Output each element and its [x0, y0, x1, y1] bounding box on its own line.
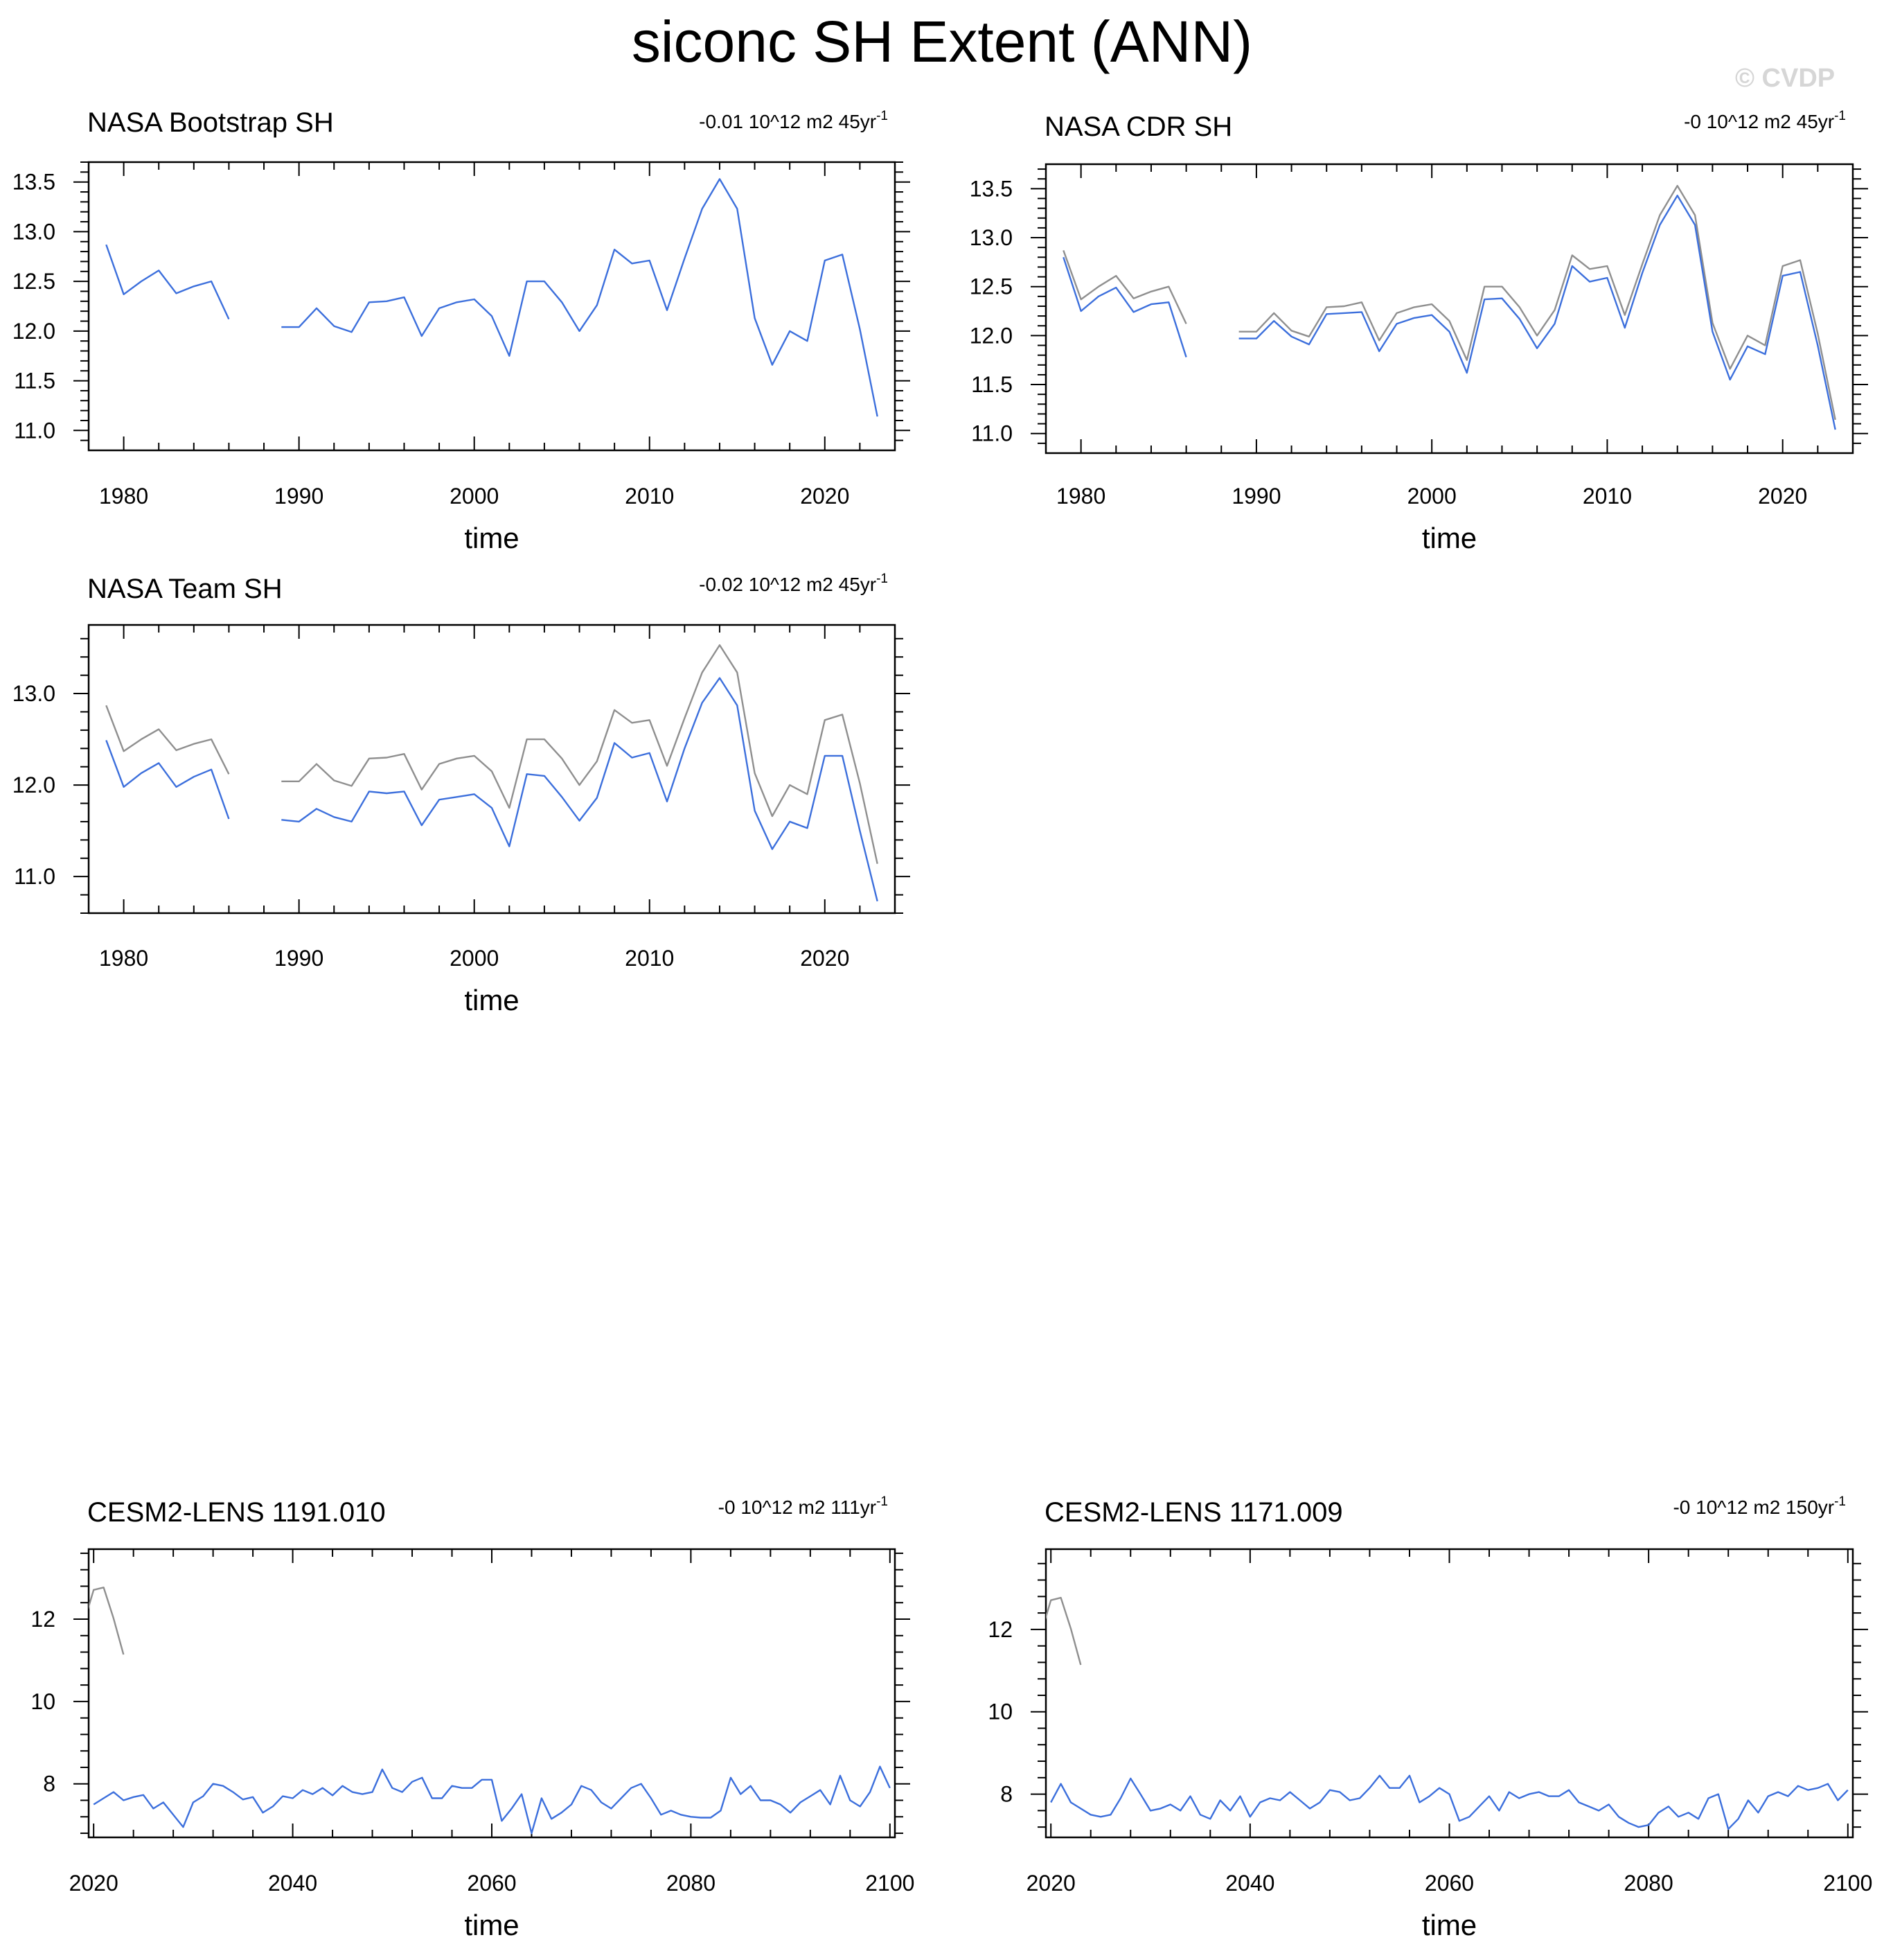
panel-title: CESM2-LENS 1171.009: [1045, 1497, 1343, 1528]
chart-panel-3: NASA Team SH -0.02 10^12 m2 45yr-1 1980 199…: [12, 572, 910, 1016]
x-tick-label: 2000: [450, 946, 499, 971]
x-tick-label: 2020: [1027, 1871, 1076, 1896]
y-tick-label: 13.0: [12, 219, 55, 244]
x-tick-label: 1980: [1056, 484, 1105, 509]
x-axis-label: time: [1422, 522, 1477, 554]
y-tick-label: 12.5: [970, 274, 1013, 299]
y-tick-label: 13.0: [970, 225, 1013, 250]
y-tick-label: 12.0: [12, 772, 55, 797]
y-tick-label: 12: [30, 1607, 55, 1632]
reference-series-line: [105, 705, 230, 775]
y-tick-label: 13.5: [970, 176, 1013, 201]
x-tick-label: 2010: [1583, 484, 1632, 509]
plot-frame: [87, 161, 896, 452]
x-axis-label: time: [464, 984, 519, 1016]
series-line: [105, 739, 230, 820]
x-tick-label: 2080: [666, 1871, 716, 1896]
watermark: © CVDP: [1735, 64, 1836, 93]
x-tick-label: 1980: [99, 946, 148, 971]
x-tick-label: 2020: [1758, 484, 1807, 509]
y-tick-label: 13.0: [12, 681, 55, 706]
x-tick-label: 2020: [69, 1871, 118, 1896]
x-tick-label: 2000: [1407, 484, 1457, 509]
series-line: [1063, 256, 1187, 357]
trend-annotation: -0.02 10^12 m2 45yr-1: [699, 572, 888, 595]
chart-panel-2: NASA CDR SH -0 10^12 m2 45yr-1 1980 1990 200…: [970, 109, 1868, 554]
x-tick-label: 2020: [800, 484, 849, 509]
series-line: [281, 178, 878, 417]
x-tick-label: 2020: [800, 946, 849, 971]
y-tick-label: 10: [30, 1689, 55, 1714]
x-tick-label: 2080: [1624, 1871, 1673, 1896]
series-line: [281, 677, 878, 902]
chart-panel-5: CESM2-LENS 1171.009 -0 10^12 m2 150yr-1 20…: [988, 1494, 1872, 1941]
x-tick-label: 1990: [1232, 484, 1281, 509]
x-axis-label: time: [1422, 1909, 1477, 1941]
trend-annotation: -0 10^12 m2 111yr-1: [718, 1494, 888, 1518]
series-line: [1238, 195, 1836, 430]
panel-title: NASA Bootstrap SH: [87, 107, 334, 138]
x-tick-label: 2040: [1225, 1871, 1274, 1896]
x-tick-label: 1990: [274, 946, 323, 971]
x-tick-label: 2000: [450, 484, 499, 509]
x-tick-label: 1980: [99, 484, 148, 509]
panel-title: NASA CDR SH: [1045, 112, 1232, 142]
y-tick-label: 8: [43, 1772, 55, 1796]
trend-annotation: -0 10^12 m2 150yr-1: [1673, 1494, 1846, 1518]
reference-series-line: [1238, 184, 1836, 421]
x-tick-label: 2100: [865, 1871, 914, 1896]
y-tick-label: 12.0: [970, 323, 1013, 348]
y-tick-label: 11.5: [14, 369, 55, 394]
y-tick-label: 11.0: [14, 418, 55, 443]
x-axis-label: time: [464, 522, 519, 554]
x-tick-label: 2060: [467, 1871, 516, 1896]
x-tick-label: 1990: [274, 484, 323, 509]
reference-series-line: [1063, 249, 1187, 324]
x-tick-label: 2010: [625, 484, 674, 509]
page-title: siconc SH Extent (ANN): [631, 9, 1253, 74]
y-tick-label: 13.5: [12, 170, 55, 195]
y-tick-label: 11.0: [971, 421, 1013, 446]
panel-title: NASA Team SH: [87, 574, 283, 604]
chart-panel-4: CESM2-LENS 1191.010 -0 10^12 m2 111yr-1 20…: [30, 1494, 914, 1941]
panel-title: CESM2-LENS 1191.010: [87, 1497, 386, 1528]
y-tick-label: 11.0: [14, 864, 55, 889]
x-tick-label: 2100: [1823, 1871, 1872, 1896]
y-tick-label: 11.5: [971, 372, 1013, 397]
chart-panel-1: NASA Bootstrap SH -0.01 10^12 m2 45yr-1 19…: [12, 107, 910, 554]
x-tick-label: 2060: [1425, 1871, 1474, 1896]
y-tick-label: 10: [988, 1699, 1013, 1724]
plot-frame: [1045, 163, 1854, 454]
x-tick-label: 2040: [268, 1871, 317, 1896]
y-tick-label: 8: [1000, 1782, 1013, 1807]
series-line: [105, 244, 230, 320]
reference-series-line: [1046, 1596, 1082, 1666]
plot-frame: [87, 624, 896, 915]
y-tick-label: 12: [988, 1617, 1013, 1642]
x-tick-label: 2010: [625, 946, 674, 971]
series-line: [1050, 1774, 1849, 1830]
y-tick-label: 12.5: [12, 269, 55, 294]
reference-series-line: [281, 644, 878, 864]
trend-annotation: -0 10^12 m2 45yr-1: [1684, 109, 1846, 132]
plot-frame: [87, 1548, 896, 1839]
x-axis-label: time: [464, 1909, 519, 1941]
y-tick-label: 12.0: [12, 319, 55, 344]
reference-series-line: [89, 1587, 125, 1655]
series-line: [93, 1765, 891, 1835]
trend-annotation: -0.01 10^12 m2 45yr-1: [699, 109, 888, 132]
